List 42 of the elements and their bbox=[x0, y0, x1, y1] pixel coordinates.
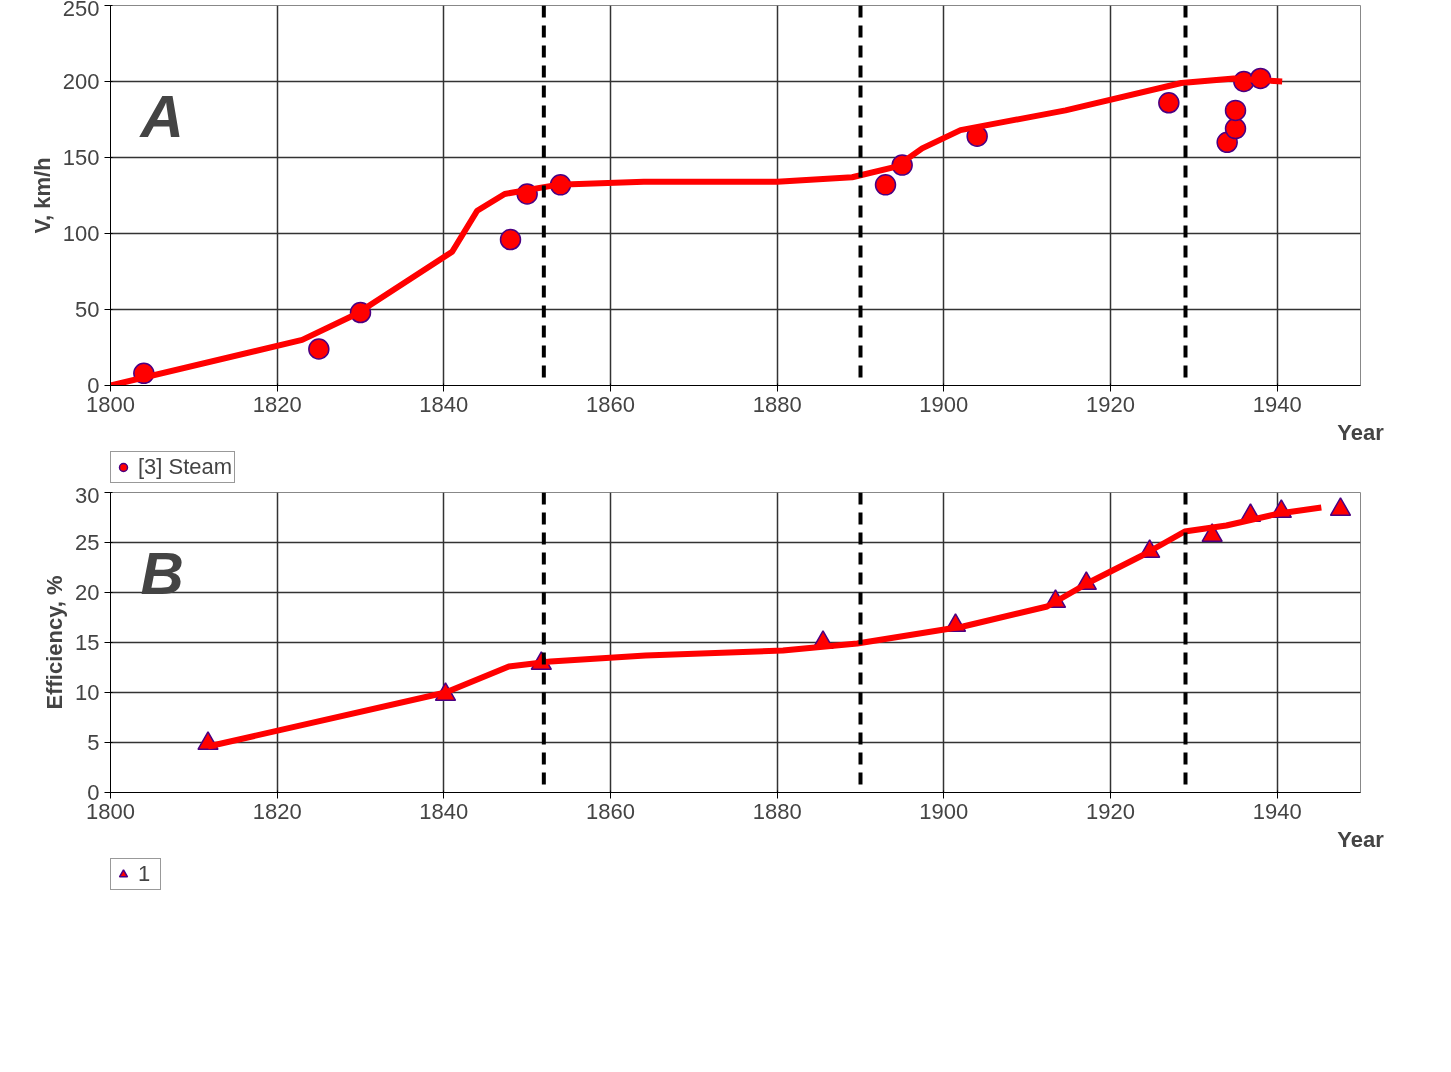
x-tick-label: 1840 bbox=[419, 391, 469, 417]
y-tick-label: 100 bbox=[62, 221, 100, 246]
point bbox=[308, 338, 330, 360]
x-axis-title: Year bbox=[1337, 419, 1385, 445]
y-axis-title: Efficiency, % bbox=[42, 575, 68, 710]
y-tick-label: 0 bbox=[87, 780, 100, 805]
point bbox=[1158, 92, 1180, 114]
x-tick-label: 1900 bbox=[919, 798, 969, 824]
point bbox=[499, 228, 522, 251]
x-tick-label: 1900 bbox=[919, 391, 969, 417]
point bbox=[1224, 117, 1247, 140]
x-tick-label: 1860 bbox=[586, 798, 635, 824]
point bbox=[1329, 497, 1352, 517]
point bbox=[1224, 99, 1247, 122]
y-tick-label: 250 bbox=[62, 0, 100, 21]
x-tick-label: 1840 bbox=[419, 798, 469, 824]
y-tick-label: 50 bbox=[75, 297, 100, 322]
legend-label: 1 bbox=[138, 861, 152, 887]
legend-label: [3] Steam bbox=[138, 454, 233, 480]
y-tick-label: 10 bbox=[75, 680, 100, 705]
annotation: B bbox=[140, 539, 184, 607]
annotation: A bbox=[138, 82, 184, 150]
y-tick-label: 25 bbox=[75, 530, 100, 555]
x-tick-label: 1940 bbox=[1252, 798, 1302, 824]
x-tick-label: 1940 bbox=[1252, 391, 1302, 417]
x-tick-label: 1920 bbox=[1086, 798, 1135, 824]
y-axis-title: V, km/h bbox=[29, 157, 55, 234]
y-tick-label: 0 bbox=[87, 373, 100, 398]
x-tick-label: 1880 bbox=[752, 798, 802, 824]
y-tick-label: 15 bbox=[75, 630, 100, 655]
y-tick-label: 5 bbox=[87, 730, 100, 755]
x-tick-label: 1820 bbox=[252, 391, 302, 417]
x-tick-label: 1860 bbox=[586, 391, 635, 417]
y-tick-label: 150 bbox=[62, 145, 100, 170]
y-tick-label: 20 bbox=[75, 580, 100, 605]
x-axis-title: Year bbox=[1337, 826, 1385, 852]
y-tick-label: 200 bbox=[62, 69, 100, 94]
x-tick-label: 1820 bbox=[252, 798, 302, 824]
x-tick-label: 1880 bbox=[752, 391, 802, 417]
point bbox=[874, 174, 897, 196]
y-tick-label: 30 bbox=[75, 482, 100, 508]
x-tick-label: 1920 bbox=[1086, 391, 1135, 417]
